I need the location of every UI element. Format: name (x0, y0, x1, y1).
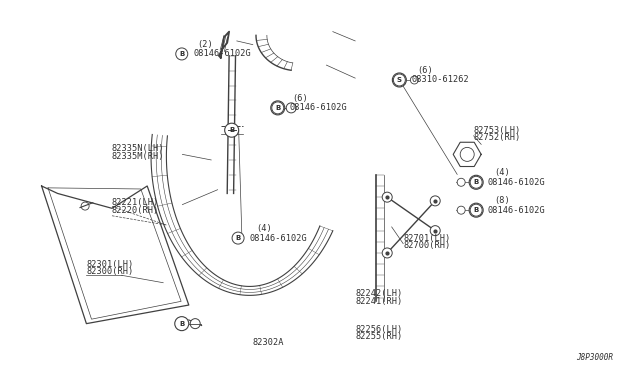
Circle shape (232, 232, 244, 244)
Text: B: B (236, 235, 241, 241)
Text: 08146-6102G: 08146-6102G (488, 178, 546, 187)
Circle shape (457, 206, 465, 214)
Text: B: B (474, 179, 479, 185)
Text: (6): (6) (417, 66, 433, 75)
Circle shape (410, 76, 419, 84)
Text: (2): (2) (197, 40, 213, 49)
Circle shape (392, 73, 406, 87)
Text: 82256(LH): 82256(LH) (355, 325, 403, 334)
Text: (6): (6) (292, 94, 308, 103)
Text: 82220(RH): 82220(RH) (112, 206, 159, 215)
Text: 82300(RH): 82300(RH) (86, 267, 134, 276)
Text: 82255(RH): 82255(RH) (355, 332, 403, 341)
Text: 08146-6102G: 08146-6102G (488, 206, 546, 215)
Text: 82335M(RH): 82335M(RH) (112, 152, 164, 161)
Text: 08146-6102G: 08146-6102G (250, 234, 308, 243)
Text: 82241(RH): 82241(RH) (355, 297, 403, 306)
Text: (4): (4) (494, 169, 510, 177)
Text: J8P3000R: J8P3000R (576, 353, 613, 362)
Circle shape (382, 192, 392, 202)
Text: B: B (474, 207, 479, 213)
Text: 82335N(LH): 82335N(LH) (112, 144, 164, 153)
Circle shape (470, 176, 482, 188)
Circle shape (286, 103, 296, 113)
Text: B: B (474, 207, 479, 213)
Circle shape (469, 175, 483, 189)
Circle shape (470, 204, 482, 216)
Circle shape (382, 248, 392, 258)
Text: B: B (229, 127, 234, 133)
Text: 82752(RH): 82752(RH) (474, 133, 521, 142)
Text: (4): (4) (256, 224, 272, 233)
Circle shape (430, 196, 440, 206)
Text: 82302A: 82302A (253, 338, 284, 347)
Circle shape (176, 48, 188, 60)
Text: 82701(LH): 82701(LH) (403, 234, 451, 243)
Circle shape (271, 101, 285, 115)
Circle shape (457, 178, 465, 186)
Text: 82221(LH): 82221(LH) (112, 198, 159, 207)
Text: 82301(LH): 82301(LH) (86, 260, 134, 269)
Text: 82753(LH): 82753(LH) (474, 126, 521, 135)
Text: (8): (8) (494, 196, 510, 205)
Text: B: B (275, 105, 280, 111)
Circle shape (430, 226, 440, 235)
Text: B: B (275, 105, 280, 111)
Text: 08146-6102G: 08146-6102G (193, 49, 252, 58)
Text: B: B (179, 321, 184, 327)
Text: 08146-6102G: 08146-6102G (290, 103, 348, 112)
Text: B: B (474, 179, 479, 185)
Text: 08310-61262: 08310-61262 (412, 76, 469, 84)
Text: 82242(LH): 82242(LH) (355, 289, 403, 298)
Circle shape (469, 203, 483, 217)
Circle shape (190, 319, 200, 328)
Circle shape (394, 74, 405, 86)
Circle shape (175, 317, 189, 331)
Text: S: S (397, 77, 402, 83)
Circle shape (272, 102, 284, 114)
Text: 82700(RH): 82700(RH) (403, 241, 451, 250)
Text: S: S (397, 77, 402, 83)
Circle shape (225, 123, 239, 137)
Circle shape (460, 147, 474, 161)
Text: B: B (179, 51, 184, 57)
